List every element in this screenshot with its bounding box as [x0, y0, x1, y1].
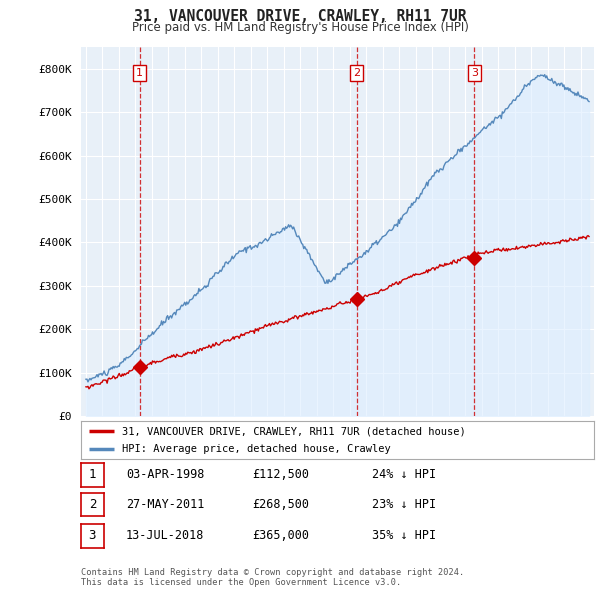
Text: 27-MAY-2011: 27-MAY-2011 [126, 498, 205, 511]
Text: £365,000: £365,000 [252, 529, 309, 542]
Text: 23% ↓ HPI: 23% ↓ HPI [372, 498, 436, 511]
Text: 31, VANCOUVER DRIVE, CRAWLEY, RH11 7UR (detached house): 31, VANCOUVER DRIVE, CRAWLEY, RH11 7UR (… [122, 426, 466, 436]
Text: 3: 3 [89, 529, 96, 542]
Text: £112,500: £112,500 [252, 468, 309, 481]
Text: 3: 3 [471, 68, 478, 78]
Text: 13-JUL-2018: 13-JUL-2018 [126, 529, 205, 542]
Text: 31, VANCOUVER DRIVE, CRAWLEY, RH11 7UR: 31, VANCOUVER DRIVE, CRAWLEY, RH11 7UR [134, 9, 466, 24]
Text: 24% ↓ HPI: 24% ↓ HPI [372, 468, 436, 481]
Text: 2: 2 [353, 68, 361, 78]
Text: 1: 1 [89, 468, 96, 481]
Text: 1: 1 [136, 68, 143, 78]
Text: 35% ↓ HPI: 35% ↓ HPI [372, 529, 436, 542]
Text: HPI: Average price, detached house, Crawley: HPI: Average price, detached house, Craw… [122, 444, 391, 454]
Text: Price paid vs. HM Land Registry's House Price Index (HPI): Price paid vs. HM Land Registry's House … [131, 21, 469, 34]
Text: 03-APR-1998: 03-APR-1998 [126, 468, 205, 481]
Text: £268,500: £268,500 [252, 498, 309, 511]
Text: 2: 2 [89, 498, 96, 511]
Text: Contains HM Land Registry data © Crown copyright and database right 2024.
This d: Contains HM Land Registry data © Crown c… [81, 568, 464, 587]
